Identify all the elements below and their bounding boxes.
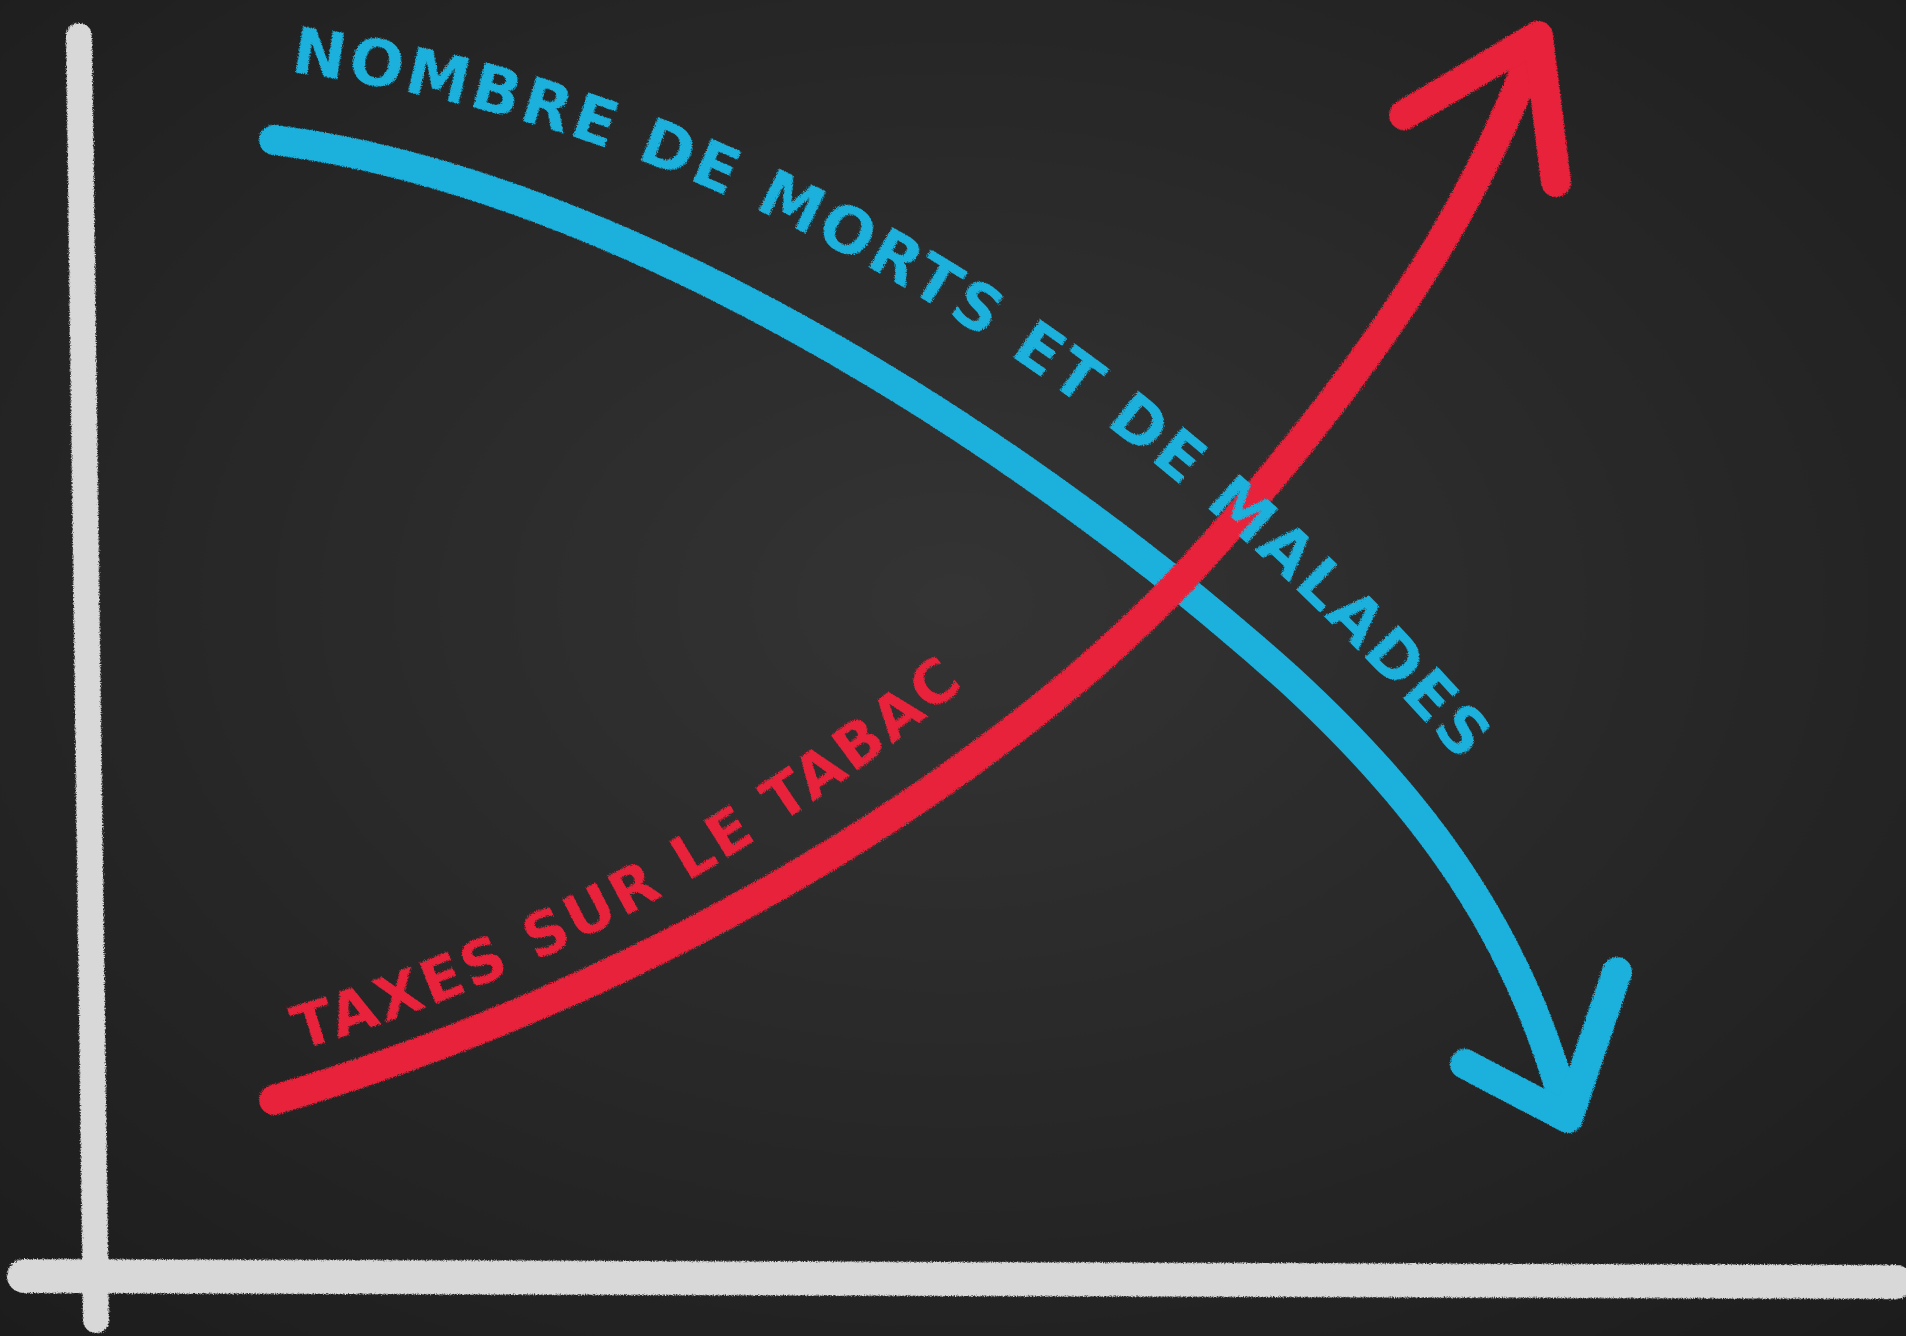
axes <box>7 23 1906 1333</box>
y-axis <box>66 23 109 1333</box>
red-curve <box>259 21 1553 1115</box>
x-axis <box>7 1259 1906 1299</box>
blue-arrowhead <box>1450 957 1632 1133</box>
curves <box>259 21 1632 1133</box>
red-arrowhead <box>1389 21 1571 197</box>
